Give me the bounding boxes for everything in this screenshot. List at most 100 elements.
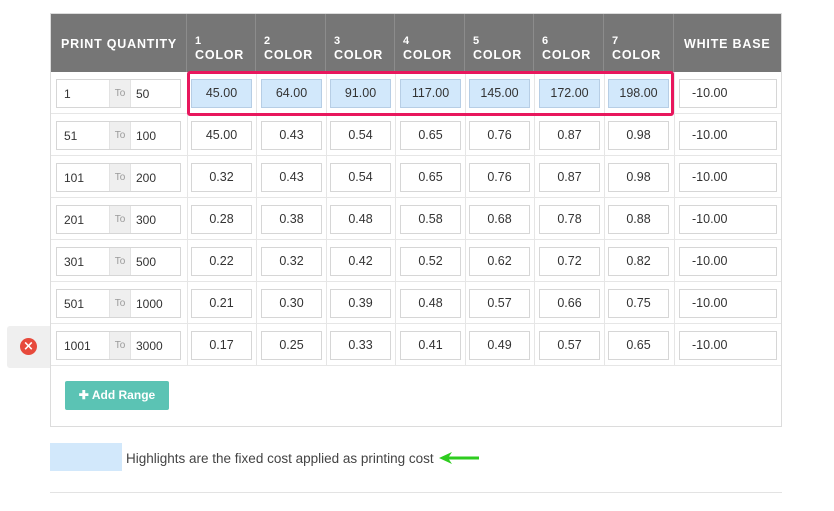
price-input-color-5[interactable]: 0.57 [469, 289, 530, 318]
quantity-range: 1 To 50 [56, 79, 181, 108]
to-label: To [109, 164, 131, 191]
price-input-color-2[interactable]: 0.43 [261, 163, 322, 192]
price-input-color-5[interactable]: 0.76 [469, 121, 530, 150]
table-row: 1 To 50 45.00 64.00 91.00 117.00 145.00 172.00 19… [51, 72, 781, 114]
price-input-color-4[interactable]: 0.52 [400, 247, 461, 276]
white-base-input[interactable]: -10.00 [679, 247, 777, 276]
divider [50, 492, 782, 493]
price-input-color-7[interactable]: 0.88 [608, 205, 669, 234]
white-base-input[interactable]: -10.00 [679, 121, 777, 150]
price-input-color-3[interactable]: 0.33 [330, 331, 391, 360]
quantity-to-input[interactable]: 500 [136, 255, 157, 269]
price-input-color-1[interactable]: 0.28 [191, 205, 252, 234]
quantity-from-input[interactable]: 301 [64, 255, 85, 269]
to-label: To [109, 206, 131, 233]
price-input-color-6[interactable]: 0.78 [539, 205, 600, 234]
price-input-color-6[interactable]: 172.00 [539, 79, 600, 108]
price-input-color-3[interactable]: 0.48 [330, 205, 391, 234]
close-circle-icon: × [20, 338, 37, 355]
price-input-color-7[interactable]: 0.65 [608, 331, 669, 360]
price-input-color-5[interactable]: 145.00 [469, 79, 530, 108]
price-input-color-5[interactable]: 0.68 [469, 205, 530, 234]
to-label: To [109, 80, 131, 107]
header-print-quantity: PRINT QUANTITY [51, 14, 187, 72]
price-input-color-4[interactable]: 0.58 [400, 205, 461, 234]
left-arrow-icon [439, 452, 479, 464]
quantity-from-input[interactable]: 1 [64, 87, 71, 101]
quantity-to-input[interactable]: 300 [136, 213, 157, 227]
price-input-color-7[interactable]: 0.98 [608, 163, 669, 192]
price-input-color-6[interactable]: 0.87 [539, 121, 600, 150]
quantity-to-input[interactable]: 1000 [136, 297, 163, 311]
price-input-color-6[interactable]: 0.66 [539, 289, 600, 318]
price-input-color-4[interactable]: 117.00 [400, 79, 461, 108]
header-color-4: 4 COLOR [395, 14, 465, 72]
table-row: 301 To 500 0.22 0.32 0.42 0.52 0.62 0.72 0.82 -10.… [51, 240, 781, 282]
price-input-color-1[interactable]: 45.00 [191, 121, 252, 150]
white-base-input[interactable]: -10.00 [679, 79, 777, 108]
quantity-to-input[interactable]: 100 [136, 129, 157, 143]
table-header: PRINT QUANTITY 1 COLOR 2 COLOR 3 COLOR 4 COL… [51, 14, 781, 72]
quantity-from-input[interactable]: 501 [64, 297, 85, 311]
price-input-color-2[interactable]: 0.38 [261, 205, 322, 234]
table-row: 201 To 300 0.28 0.38 0.48 0.58 0.68 0.78 0.88 -10.… [51, 198, 781, 240]
header-color-2: 2 COLOR [256, 14, 326, 72]
quantity-to-input[interactable]: 50 [136, 87, 150, 101]
to-label: To [109, 332, 131, 359]
price-input-color-5[interactable]: 0.62 [469, 247, 530, 276]
table-row: 101 To 200 0.32 0.43 0.54 0.65 0.76 0.87 0.98 -10.… [51, 156, 781, 198]
price-input-color-7[interactable]: 198.00 [608, 79, 669, 108]
price-input-color-4[interactable]: 0.41 [400, 331, 461, 360]
price-input-color-5[interactable]: 0.49 [469, 331, 530, 360]
price-input-color-4[interactable]: 0.48 [400, 289, 461, 318]
price-input-color-2[interactable]: 64.00 [261, 79, 322, 108]
price-input-color-1[interactable]: 45.00 [191, 79, 252, 108]
delete-row-button[interactable]: × [7, 326, 50, 368]
price-input-color-7[interactable]: 0.98 [608, 121, 669, 150]
price-input-color-2[interactable]: 0.25 [261, 331, 322, 360]
price-input-color-6[interactable]: 0.72 [539, 247, 600, 276]
price-input-color-1[interactable]: 0.17 [191, 331, 252, 360]
quantity-to-input[interactable]: 200 [136, 171, 157, 185]
table-row: 51 To 100 45.00 0.43 0.54 0.65 0.76 0.87 0.98 -10.… [51, 114, 781, 156]
price-input-color-3[interactable]: 0.39 [330, 289, 391, 318]
price-input-color-7[interactable]: 0.82 [608, 247, 669, 276]
legend-highlight-swatch [50, 443, 122, 471]
add-range-button[interactable]: ✚ Add Range [65, 381, 169, 410]
price-input-color-4[interactable]: 0.65 [400, 163, 461, 192]
header-white-base: WHITE BASE [684, 37, 771, 51]
quantity-to-input[interactable]: 3000 [136, 339, 163, 353]
price-input-color-1[interactable]: 0.21 [191, 289, 252, 318]
quantity-range: 101 To 200 [56, 163, 181, 192]
quantity-from-input[interactable]: 101 [64, 171, 85, 185]
white-base-input[interactable]: -10.00 [679, 331, 777, 360]
header-color-5: 5 COLOR [465, 14, 534, 72]
price-input-color-2[interactable]: 0.43 [261, 121, 322, 150]
price-input-color-5[interactable]: 0.76 [469, 163, 530, 192]
quantity-range: 201 To 300 [56, 205, 181, 234]
price-input-color-2[interactable]: 0.32 [261, 247, 322, 276]
white-base-input[interactable]: -10.00 [679, 205, 777, 234]
price-input-color-3[interactable]: 0.42 [330, 247, 391, 276]
header-color-3: 3 COLOR [326, 14, 395, 72]
quantity-range: 51 To 100 [56, 121, 181, 150]
price-input-color-1[interactable]: 0.22 [191, 247, 252, 276]
quantity-range: 1001 To 3000 [56, 331, 181, 360]
price-input-color-2[interactable]: 0.30 [261, 289, 322, 318]
table-row: 1001 To 3000 0.17 0.25 0.33 0.41 0.49 0.57 0.65 -1… [51, 324, 781, 366]
to-label: To [109, 122, 131, 149]
price-input-color-3[interactable]: 0.54 [330, 163, 391, 192]
white-base-input[interactable]: -10.00 [679, 289, 777, 318]
price-input-color-1[interactable]: 0.32 [191, 163, 252, 192]
quantity-from-input[interactable]: 201 [64, 213, 85, 227]
price-input-color-3[interactable]: 91.00 [330, 79, 391, 108]
white-base-input[interactable]: -10.00 [679, 163, 777, 192]
price-input-color-6[interactable]: 0.57 [539, 331, 600, 360]
quantity-from-input[interactable]: 1001 [64, 339, 91, 353]
quantity-from-input[interactable]: 51 [64, 129, 78, 143]
price-input-color-6[interactable]: 0.87 [539, 163, 600, 192]
price-input-color-4[interactable]: 0.65 [400, 121, 461, 150]
price-input-color-7[interactable]: 0.75 [608, 289, 669, 318]
legend-text: Highlights are the fixed cost applied as… [126, 451, 434, 466]
price-input-color-3[interactable]: 0.54 [330, 121, 391, 150]
